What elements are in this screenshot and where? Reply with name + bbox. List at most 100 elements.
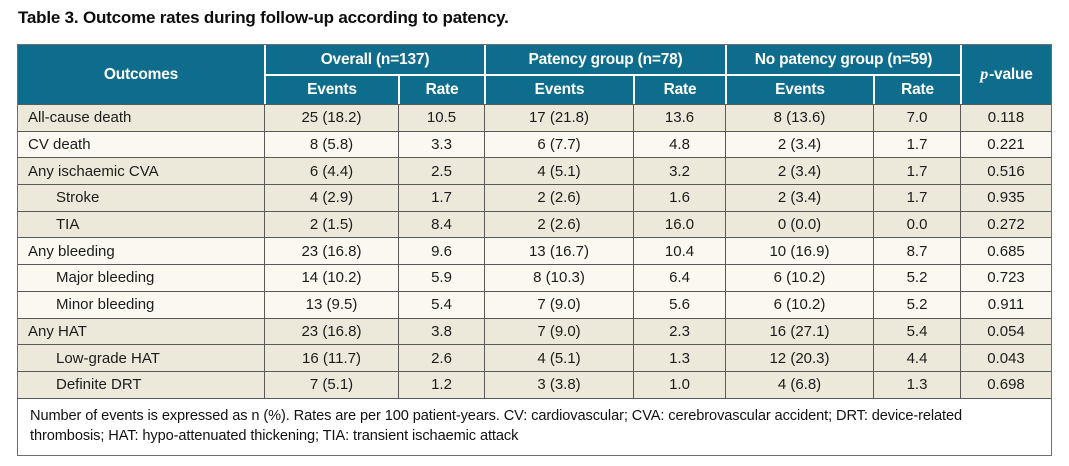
no-patency-rate-cell: 4.4 <box>873 344 960 371</box>
pvalue-cell: 0.685 <box>960 237 1051 265</box>
patency-rate-cell: 2.3 <box>633 317 725 345</box>
patency-rate-cell: 1.3 <box>633 344 725 371</box>
outcome-cell: Any HAT <box>18 317 264 345</box>
outcome-cell: Stroke <box>18 184 264 211</box>
header-patency-events: Events <box>484 74 633 104</box>
table-footnote: Number of events is expressed as n (%). … <box>18 397 1051 455</box>
header-group-overall: Overall (n=137) <box>264 45 484 74</box>
no-patency-rate-cell: 1.7 <box>873 130 960 158</box>
no-patency-events-cell: 12 (20.3) <box>725 344 873 371</box>
outcome-cell: TIA <box>18 210 264 238</box>
table-body: All-cause death 25 (18.2) 10.5 17 (21.8)… <box>18 104 1051 398</box>
patency-rate-cell: 1.0 <box>633 370 725 398</box>
outcome-cell: Any ischaemic CVA <box>18 157 264 185</box>
patency-rate-cell: 4.8 <box>633 130 725 158</box>
pvalue-cell: 0.118 <box>960 104 1051 131</box>
no-patency-events-cell: 10 (16.9) <box>725 237 873 265</box>
table-row: Minor bleeding 13 (9.5) 5.4 7 (9.0) 5.6 … <box>18 290 1051 318</box>
overall-events-cell: 8 (5.8) <box>264 130 398 158</box>
header-group-patency: Patency group (n=78) <box>484 45 725 74</box>
table-row: Any HAT 23 (16.8) 3.8 7 (9.0) 2.3 16 (27… <box>18 317 1051 345</box>
overall-rate-cell: 1.7 <box>398 184 484 211</box>
overall-events-cell: 14 (10.2) <box>264 264 398 291</box>
no-patency-rate-cell: 8.7 <box>873 237 960 265</box>
outcome-cell: Major bleeding <box>18 264 264 291</box>
header-no-patency-rate: Rate <box>873 74 960 104</box>
no-patency-rate-cell: 1.3 <box>873 370 960 398</box>
no-patency-rate-cell: 5.2 <box>873 290 960 318</box>
pvalue-cell: 0.935 <box>960 184 1051 211</box>
no-patency-rate-cell: 5.2 <box>873 264 960 291</box>
pvalue-cell: 0.221 <box>960 130 1051 158</box>
outcome-cell: Minor bleeding <box>18 290 264 318</box>
no-patency-events-cell: 16 (27.1) <box>725 317 873 345</box>
no-patency-rate-cell: 5.4 <box>873 317 960 345</box>
no-patency-events-cell: 2 (3.4) <box>725 130 873 158</box>
header-group-no-patency: No patency group (n=59) <box>725 45 960 74</box>
patency-events-cell: 13 (16.7) <box>484 237 633 265</box>
overall-events-cell: 23 (16.8) <box>264 237 398 265</box>
patency-events-cell: 2 (2.6) <box>484 210 633 238</box>
patency-events-cell: 4 (5.1) <box>484 157 633 185</box>
patency-events-cell: 8 (10.3) <box>484 264 633 291</box>
patency-rate-cell: 10.4 <box>633 237 725 265</box>
pvalue-cell: 0.272 <box>960 210 1051 238</box>
overall-rate-cell: 3.8 <box>398 317 484 345</box>
patency-events-cell: 7 (9.0) <box>484 290 633 318</box>
pvalue-cell: 0.723 <box>960 264 1051 291</box>
no-patency-rate-cell: 1.7 <box>873 157 960 185</box>
table-row: Definite DRT 7 (5.1) 1.2 3 (3.8) 1.0 4 (… <box>18 370 1051 398</box>
overall-events-cell: 4 (2.9) <box>264 184 398 211</box>
no-patency-rate-cell: 1.7 <box>873 184 960 211</box>
table-row: CV death 8 (5.8) 3.3 6 (7.7) 4.8 2 (3.4)… <box>18 130 1051 158</box>
overall-events-cell: 23 (16.8) <box>264 317 398 345</box>
overall-events-cell: 2 (1.5) <box>264 210 398 238</box>
outcomes-table: Outcomes Overall (n=137) Patency group (… <box>17 44 1052 456</box>
overall-rate-cell: 2.6 <box>398 344 484 371</box>
table-row: All-cause death 25 (18.2) 10.5 17 (21.8)… <box>18 104 1051 131</box>
patency-events-cell: 6 (7.7) <box>484 130 633 158</box>
overall-rate-cell: 1.2 <box>398 370 484 398</box>
pvalue-cell: 0.698 <box>960 370 1051 398</box>
outcome-cell: CV death <box>18 130 264 158</box>
overall-rate-cell: 8.4 <box>398 210 484 238</box>
table-row: Any bleeding 23 (16.8) 9.6 13 (16.7) 10.… <box>18 237 1051 265</box>
overall-rate-cell: 3.3 <box>398 130 484 158</box>
overall-events-cell: 7 (5.1) <box>264 370 398 398</box>
header-pvalue: p -value <box>960 45 1051 104</box>
patency-rate-cell: 3.2 <box>633 157 725 185</box>
overall-rate-cell: 9.6 <box>398 237 484 265</box>
no-patency-events-cell: 8 (13.6) <box>725 104 873 131</box>
pvalue-rest: -value <box>989 65 1033 83</box>
overall-rate-cell: 10.5 <box>398 104 484 131</box>
patency-events-cell: 7 (9.0) <box>484 317 633 345</box>
no-patency-events-cell: 2 (3.4) <box>725 184 873 211</box>
table-row: Low-grade HAT 16 (11.7) 2.6 4 (5.1) 1.3 … <box>18 344 1051 371</box>
pvalue-cell: 0.054 <box>960 317 1051 345</box>
no-patency-events-cell: 4 (6.8) <box>725 370 873 398</box>
patency-rate-cell: 5.6 <box>633 290 725 318</box>
header-no-patency-events: Events <box>725 74 873 104</box>
header-overall-events: Events <box>264 74 398 104</box>
header-outcomes: Outcomes <box>103 65 179 83</box>
overall-rate-cell: 5.4 <box>398 290 484 318</box>
overall-rate-cell: 5.9 <box>398 264 484 291</box>
patency-rate-cell: 6.4 <box>633 264 725 291</box>
outcome-cell: All-cause death <box>18 104 264 131</box>
table-row: Stroke 4 (2.9) 1.7 2 (2.6) 1.6 2 (3.4) 1… <box>18 184 1051 211</box>
table-row: Major bleeding 14 (10.2) 5.9 8 (10.3) 6.… <box>18 264 1051 291</box>
pvalue-cell: 0.516 <box>960 157 1051 185</box>
pvalue-cell: 0.911 <box>960 290 1051 318</box>
header-overall-rate: Rate <box>398 74 484 104</box>
no-patency-events-cell: 0 (0.0) <box>725 210 873 238</box>
no-patency-events-cell: 6 (10.2) <box>725 264 873 291</box>
no-patency-events-cell: 6 (10.2) <box>725 290 873 318</box>
table-caption: Table 3. Outcome rates during follow-up … <box>18 8 509 27</box>
patency-events-cell: 17 (21.8) <box>484 104 633 131</box>
overall-events-cell: 13 (9.5) <box>264 290 398 318</box>
no-patency-events-cell: 2 (3.4) <box>725 157 873 185</box>
pvalue-italic-p: p <box>980 65 989 83</box>
patency-rate-cell: 1.6 <box>633 184 725 211</box>
outcome-cell: Low-grade HAT <box>18 344 264 371</box>
patency-events-cell: 4 (5.1) <box>484 344 633 371</box>
